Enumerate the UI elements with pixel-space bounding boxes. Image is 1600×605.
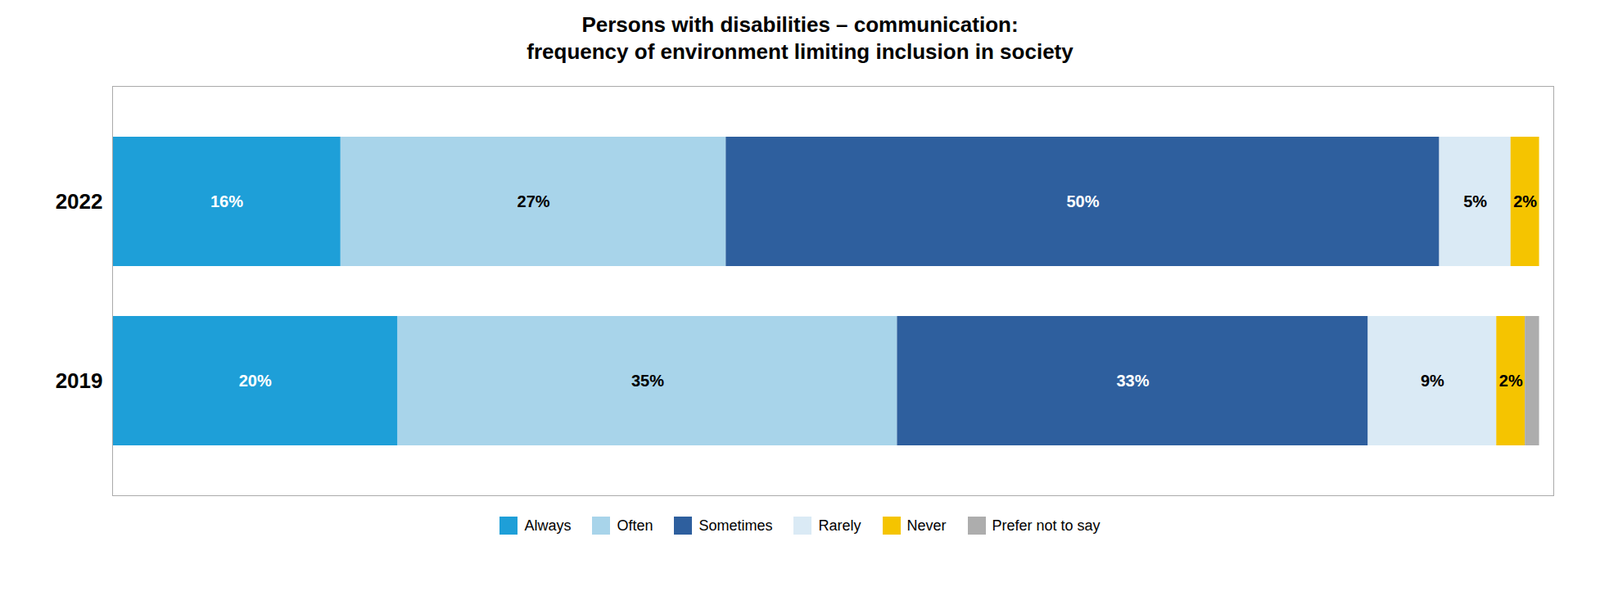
svg-text:2%: 2%: [1499, 371, 1524, 390]
html-text:Prefer not to say: Prefer not to say: [992, 517, 1101, 534]
svg-text:50%: 50%: [1066, 192, 1099, 211]
svg-text:2019: 2019: [55, 368, 104, 394]
svg-text:27%: 27%: [517, 192, 551, 211]
svg-text:9%: 9%: [1420, 371, 1445, 390]
svg-text:16%: 16%: [210, 192, 244, 211]
html-text:Often: Often: [616, 517, 654, 534]
html-text:Persons with disabilities – co: Persons with disabilities – communicatio…: [526, 12, 1074, 64]
html-text:Always: Always: [524, 517, 572, 534]
html-text:Never: Never: [906, 517, 947, 534]
svg-text:2022: 2022: [55, 189, 104, 214]
svg-text:2%: 2%: [1513, 192, 1537, 211]
html-text:Rarely: Rarely: [818, 517, 862, 534]
svg-text:35%: 35%: [631, 371, 665, 390]
svg-text:20%: 20%: [239, 371, 272, 390]
svg-text:5%: 5%: [1463, 192, 1488, 211]
html-text:Sometimes: Sometimes: [698, 517, 773, 534]
svg-text:33%: 33%: [1116, 371, 1149, 390]
